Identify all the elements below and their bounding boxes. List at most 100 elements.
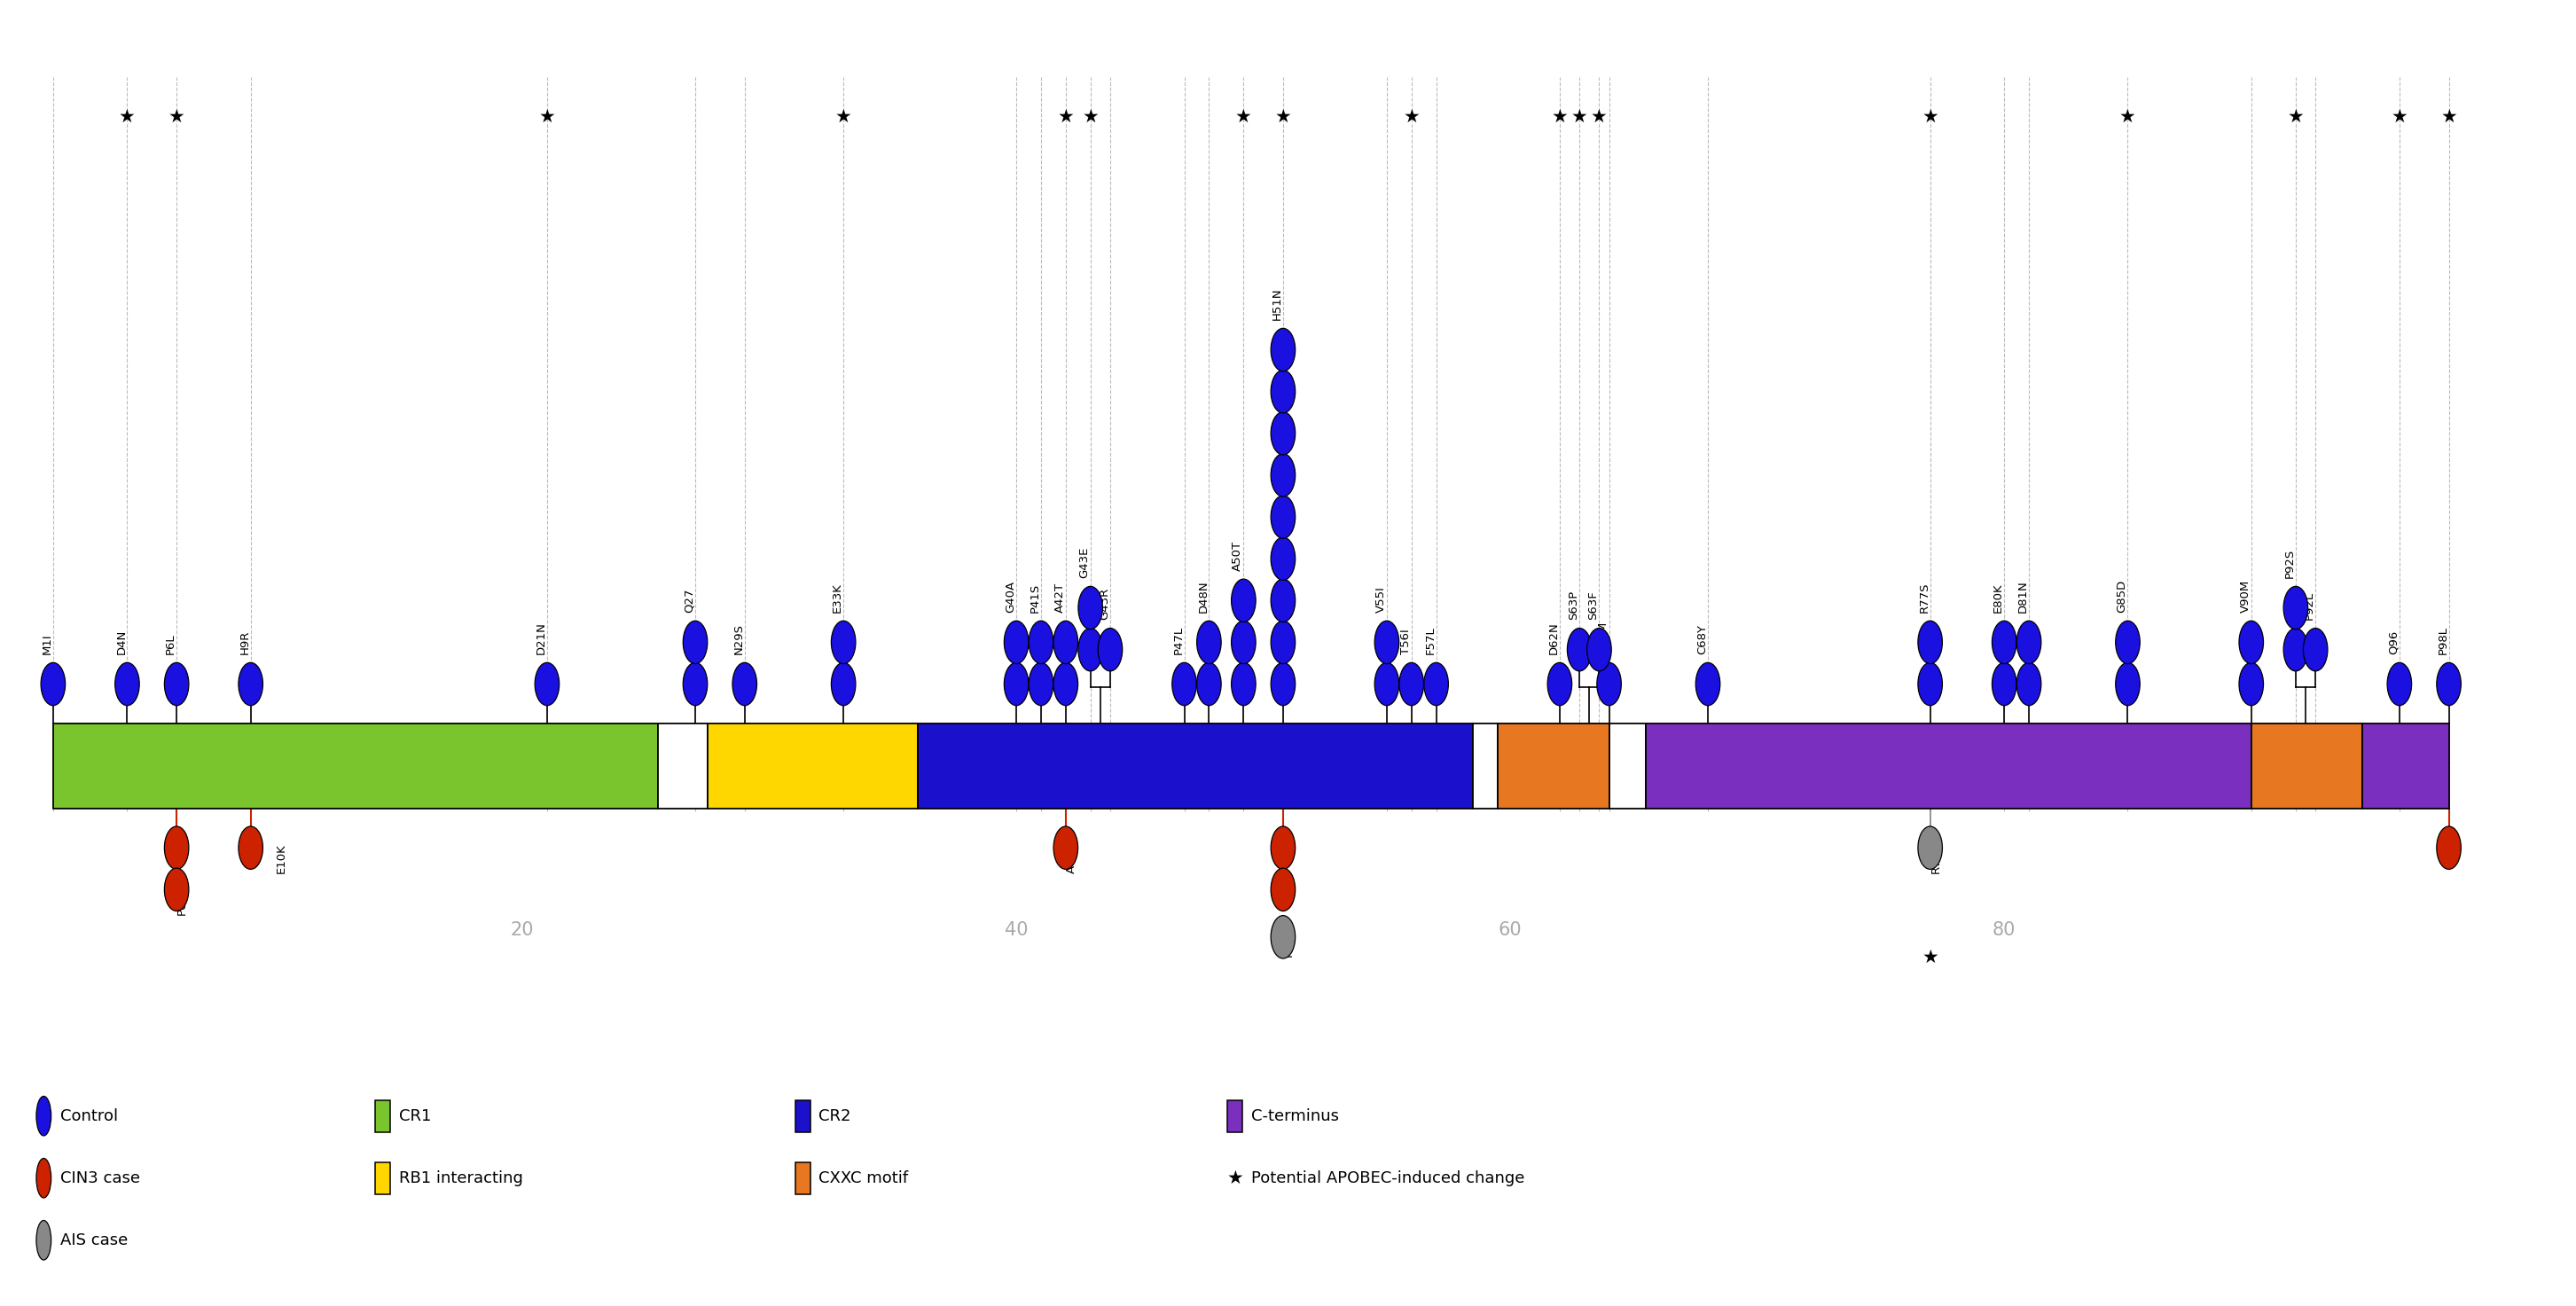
Text: F57L: F57L xyxy=(1425,626,1437,654)
Text: P41S: P41S xyxy=(1030,582,1041,613)
Text: ★: ★ xyxy=(2120,108,2136,125)
Ellipse shape xyxy=(1270,370,1296,413)
Text: S63F: S63F xyxy=(1587,590,1600,619)
Ellipse shape xyxy=(683,620,708,663)
Ellipse shape xyxy=(1597,662,1620,705)
Ellipse shape xyxy=(2282,628,2308,671)
Bar xyxy=(796,1162,809,1194)
Ellipse shape xyxy=(1028,662,1054,705)
Text: T64M: T64M xyxy=(1597,622,1610,654)
Text: ★: ★ xyxy=(1082,108,1100,125)
Text: N29S: N29S xyxy=(734,623,744,654)
Text: H51N: H51N xyxy=(1273,287,1283,320)
Ellipse shape xyxy=(1172,662,1195,705)
Bar xyxy=(1497,724,1610,808)
Ellipse shape xyxy=(1270,916,1296,959)
Ellipse shape xyxy=(2239,620,2264,663)
Text: CR1: CR1 xyxy=(399,1107,430,1124)
Ellipse shape xyxy=(1919,827,1942,870)
Bar xyxy=(376,1100,389,1132)
Text: P92L: P92L xyxy=(2303,592,2316,619)
Ellipse shape xyxy=(36,1158,52,1198)
Text: V55I: V55I xyxy=(1376,586,1386,613)
Ellipse shape xyxy=(1376,662,1399,705)
Ellipse shape xyxy=(1079,628,1103,671)
Text: G43R: G43R xyxy=(1097,588,1110,619)
Ellipse shape xyxy=(1079,586,1103,629)
Ellipse shape xyxy=(1198,662,1221,705)
Ellipse shape xyxy=(1054,620,1077,663)
Ellipse shape xyxy=(1231,579,1255,622)
Text: ★: ★ xyxy=(1551,108,1569,125)
Bar xyxy=(1229,1100,1242,1132)
Text: 80: 80 xyxy=(1994,921,2017,939)
Ellipse shape xyxy=(1919,620,1942,663)
Text: Q96: Q96 xyxy=(2388,629,2398,654)
Text: ★: ★ xyxy=(1922,949,1940,966)
Text: V90M: V90M xyxy=(2239,580,2251,613)
Bar xyxy=(376,1162,389,1194)
Text: ★: ★ xyxy=(835,108,853,125)
Ellipse shape xyxy=(1376,620,1399,663)
Text: D48N: D48N xyxy=(1198,580,1208,613)
Ellipse shape xyxy=(1054,662,1077,705)
Ellipse shape xyxy=(1399,662,1425,705)
Ellipse shape xyxy=(165,868,188,912)
Text: ★: ★ xyxy=(2287,108,2303,125)
Ellipse shape xyxy=(240,827,263,870)
Text: G40A: G40A xyxy=(1005,580,1018,613)
Text: R77S: R77S xyxy=(1929,842,1942,874)
Text: R77S: R77S xyxy=(1919,581,1929,613)
Ellipse shape xyxy=(2303,628,2329,671)
Bar xyxy=(1646,724,2251,808)
Ellipse shape xyxy=(1270,411,1296,454)
Text: Control: Control xyxy=(59,1107,118,1124)
Ellipse shape xyxy=(1270,827,1296,870)
Text: ★: ★ xyxy=(1236,108,1252,125)
Ellipse shape xyxy=(1231,620,1255,663)
Text: ★: ★ xyxy=(1226,1169,1244,1187)
Ellipse shape xyxy=(1270,662,1296,705)
Bar xyxy=(659,724,708,808)
Ellipse shape xyxy=(1270,579,1296,622)
Text: G85D: G85D xyxy=(2117,580,2128,613)
Text: P98L: P98L xyxy=(2437,626,2450,654)
Text: ★: ★ xyxy=(1571,108,1587,125)
Text: A50T: A50T xyxy=(1231,541,1244,571)
Ellipse shape xyxy=(1425,662,1448,705)
Ellipse shape xyxy=(1991,662,2017,705)
Text: P47L: P47L xyxy=(1172,626,1185,654)
Bar xyxy=(917,724,1473,808)
Text: D4N: D4N xyxy=(116,629,126,654)
Text: ★: ★ xyxy=(2391,108,2409,125)
Text: 20: 20 xyxy=(510,921,533,939)
Ellipse shape xyxy=(41,662,64,705)
Text: H9R: H9R xyxy=(240,629,250,654)
Bar xyxy=(708,724,917,808)
Bar xyxy=(1473,724,1497,808)
Ellipse shape xyxy=(536,662,559,705)
Text: A42V: A42V xyxy=(1066,842,1077,874)
Text: CIN3 case: CIN3 case xyxy=(59,1170,139,1186)
Ellipse shape xyxy=(2017,620,2040,663)
Ellipse shape xyxy=(1005,662,1028,705)
Ellipse shape xyxy=(1270,453,1296,496)
Ellipse shape xyxy=(1919,662,1942,705)
Text: G43E: G43E xyxy=(1079,546,1090,579)
Ellipse shape xyxy=(1198,620,1221,663)
Text: 40: 40 xyxy=(1005,921,1028,939)
Ellipse shape xyxy=(2115,620,2141,663)
Text: A42T: A42T xyxy=(1054,582,1066,613)
Bar xyxy=(2251,724,2362,808)
Ellipse shape xyxy=(1270,868,1296,912)
Ellipse shape xyxy=(36,1220,52,1260)
Ellipse shape xyxy=(1270,537,1296,580)
Text: H61N: H61N xyxy=(1283,925,1296,957)
Ellipse shape xyxy=(1695,662,1721,705)
Text: ★: ★ xyxy=(2439,108,2458,125)
Text: P6L: P6L xyxy=(165,633,178,654)
Ellipse shape xyxy=(2115,662,2141,705)
Text: E10K: E10K xyxy=(276,844,286,874)
Ellipse shape xyxy=(1005,620,1028,663)
Text: RB1 interacting: RB1 interacting xyxy=(399,1170,523,1186)
